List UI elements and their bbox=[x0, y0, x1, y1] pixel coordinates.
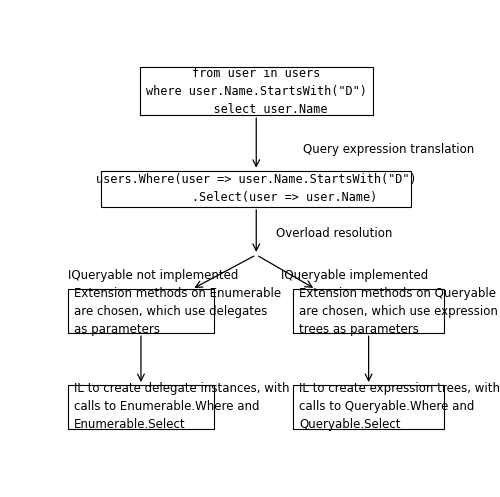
FancyBboxPatch shape bbox=[293, 385, 444, 429]
Text: IQueryable not implemented: IQueryable not implemented bbox=[68, 269, 238, 282]
FancyBboxPatch shape bbox=[68, 289, 214, 333]
Text: IQueryable implemented: IQueryable implemented bbox=[282, 269, 428, 282]
Text: users.Where(user => user.Name.StartsWith("D")
        .Select(user => user.Name): users.Where(user => user.Name.StartsWith… bbox=[96, 173, 416, 204]
Text: Overload resolution: Overload resolution bbox=[276, 227, 392, 240]
FancyBboxPatch shape bbox=[293, 289, 444, 333]
Text: Extension methods on Queryable
are chosen, which use expression
trees as paramet: Extension methods on Queryable are chose… bbox=[299, 287, 498, 336]
Text: Extension methods on Enumerable
are chosen, which use delegates
as parameters: Extension methods on Enumerable are chos… bbox=[74, 287, 281, 336]
Text: IL to create delegate instances, with
calls to Enumerable.Where and
Enumerable.S: IL to create delegate instances, with ca… bbox=[74, 382, 290, 431]
Text: IL to create expression trees, with
calls to Queryable.Where and
Queryable.Selec: IL to create expression trees, with call… bbox=[299, 382, 500, 431]
FancyBboxPatch shape bbox=[140, 67, 372, 115]
Text: from user in users
where user.Name.StartsWith("D")
    select user.Name: from user in users where user.Name.Start… bbox=[146, 67, 366, 116]
Text: Query expression translation: Query expression translation bbox=[303, 143, 474, 156]
FancyBboxPatch shape bbox=[68, 385, 214, 429]
FancyBboxPatch shape bbox=[101, 170, 411, 207]
